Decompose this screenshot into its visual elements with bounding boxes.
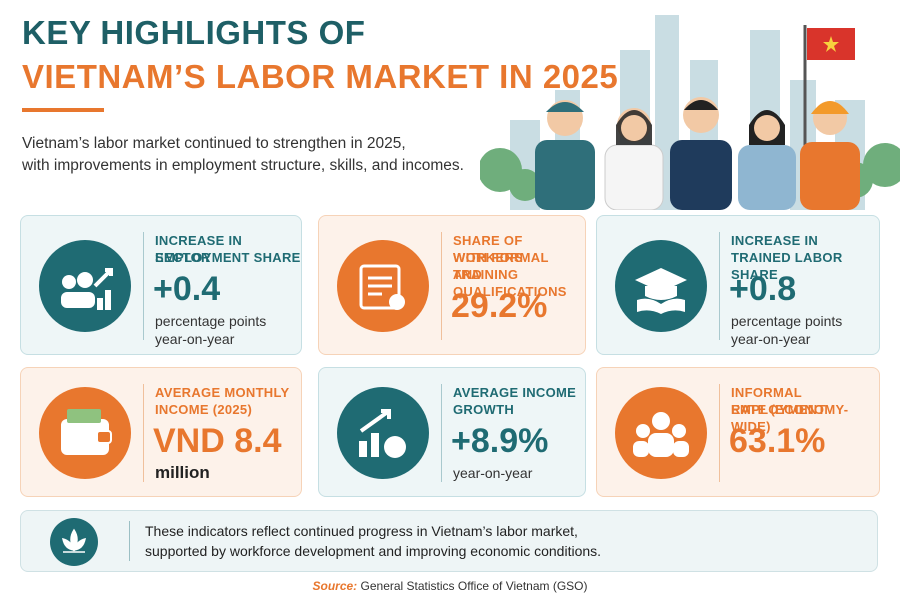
- card-label: SHARE OF WORKERS: [453, 233, 523, 265]
- footer-text: supported by workforce development and i…: [145, 543, 602, 559]
- card-label: AVERAGE INCOME: [453, 385, 577, 400]
- stat-card: AVERAGE MONTHLY INCOME (2025) VND 8.4 milli…: [20, 367, 302, 497]
- card-label: INFORMAL EMPLOYMENT: [731, 385, 826, 417]
- intro: with improvements in employment structur…: [22, 157, 464, 174]
- card-value: VND 8.4: [153, 422, 282, 460]
- divider: [129, 521, 130, 561]
- title: VIETNAM’S LABOR MARKET IN 2025: [22, 58, 619, 95]
- card-label: AVERAGE MONTHLY: [155, 385, 290, 400]
- card-note: percentage points: [731, 313, 843, 329]
- stat-card: AVERAGE INCOME GROWTH +8.9% year-on-year: [318, 367, 586, 497]
- card-icon: [39, 240, 131, 332]
- card-icon: [615, 240, 707, 332]
- card-label: INCREASE IN SECTOR: [155, 233, 243, 265]
- source-text: General Statistics Office of Vietnam (GS…: [360, 579, 588, 593]
- card-label: GROWTH: [453, 402, 515, 417]
- stat-card: INCREASE IN SECTOR EMPLOYMENT SHARE +0.4 pe…: [20, 215, 302, 355]
- divider: [143, 384, 144, 482]
- title: KEY HIGHLIGHTS OF: [22, 14, 366, 51]
- card-label: WITH FORMAL TRAINING: [453, 250, 549, 282]
- stat-card: SHARE OF WORKERS WITH FORMAL TRAINING AND …: [318, 215, 586, 355]
- card-note: year-on-year: [453, 465, 533, 481]
- card-note: percentage points: [155, 313, 267, 329]
- stat-card: INFORMAL EMPLOYMENT RATE (ECONOMY-WIDE) 63…: [596, 367, 880, 497]
- divider: [143, 232, 144, 340]
- footer-banner: These indicators reflect continued progr…: [20, 510, 878, 572]
- divider: [719, 232, 720, 340]
- card-value: 29.2%: [451, 287, 548, 325]
- card-value: +0.4: [153, 270, 221, 308]
- card-label: INCOME (2025): [155, 402, 253, 417]
- card-note: year-on-year: [155, 331, 235, 347]
- card-note: year-on-year: [731, 331, 811, 347]
- divider: [441, 384, 442, 482]
- footer-text: These indicators reflect continued progr…: [145, 523, 578, 539]
- source-label: Source:: [312, 579, 358, 593]
- divider: [719, 384, 720, 482]
- card-label: EMPLOYMENT SHARE: [155, 250, 301, 265]
- intro: Vietnam’s labor market continued to stre…: [22, 135, 406, 152]
- card-value: +0.8: [729, 270, 797, 308]
- card-label: RATE (ECONOMY-WIDE): [731, 402, 849, 434]
- card-icon: [337, 387, 429, 479]
- card-icon: [337, 240, 429, 332]
- lotus-icon: [50, 518, 98, 566]
- card-value: +8.9%: [451, 422, 549, 460]
- divider: [441, 232, 442, 340]
- illustration: [480, 15, 900, 210]
- stat-card: INCREASE IN TRAINED LABOR SHARE +0.8 percen…: [596, 215, 880, 355]
- card-value: 63.1%: [729, 422, 826, 460]
- source: Source: General Statistics Office of Vie…: [0, 579, 900, 593]
- card-note: million: [155, 463, 210, 482]
- card-icon: [39, 387, 131, 479]
- card-label: AND QUALIFICATIONS: [453, 267, 567, 299]
- card-icon: [615, 387, 707, 479]
- card-label: INCREASE IN: [731, 233, 819, 248]
- title-underline: [22, 108, 104, 112]
- card-label: TRAINED LABOR SHARE: [731, 250, 843, 282]
